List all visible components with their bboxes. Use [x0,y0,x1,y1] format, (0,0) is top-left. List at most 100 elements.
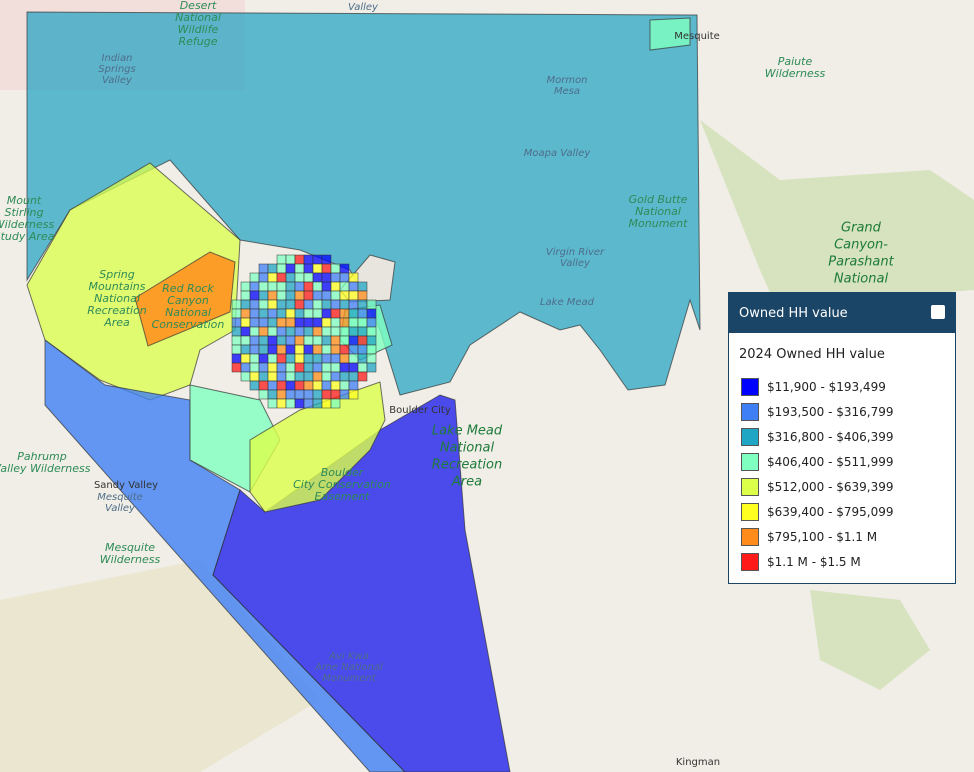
tract [240,344,251,355]
tract [321,272,332,283]
tract [294,254,305,265]
tract [330,263,341,274]
place-label: Indian [102,53,133,64]
tract [312,353,323,364]
tract [312,317,323,328]
place-label: Canyon- [834,238,888,253]
place-label: Study Area [0,230,55,243]
tract [339,299,350,310]
tract [366,335,377,346]
tract [249,335,260,346]
tract [294,335,305,346]
tract [240,335,251,346]
tract [276,344,287,355]
tract [312,362,323,373]
tract [276,335,287,346]
place-label: Virgin River [546,247,605,258]
tract [249,299,260,310]
legend-swatch [741,452,759,471]
legend-item: $11,900 - $193,499 [729,374,955,399]
tract [249,344,260,355]
tract [312,389,323,400]
place-label: Stirling [5,206,44,219]
tract [321,353,332,364]
legend-swatch [741,402,759,421]
place-label: Grand [841,221,882,236]
tract [231,335,242,346]
tract [285,254,296,265]
tract [276,290,287,301]
place-label: Boulder [321,466,365,479]
tract [366,344,377,355]
tract [276,254,287,265]
tract [285,281,296,292]
tract [330,362,341,373]
tract [330,281,341,292]
tract [348,389,359,400]
legend-swatch [741,377,759,396]
close-button[interactable] [931,305,945,319]
place-label: Avi Kwa [328,651,369,662]
legend-label: $316,800 - $406,399 [767,429,894,444]
tract [357,326,368,337]
legend-swatch [741,477,759,496]
place-label: Valley [102,75,133,86]
tract [312,344,323,355]
tract [258,263,269,274]
tract [285,371,296,382]
tract [303,317,314,328]
place-label: Easement [315,490,371,503]
tract [348,344,359,355]
tract [276,308,287,319]
tract [321,317,332,328]
tract [267,326,278,337]
tract [294,317,305,328]
tract [303,308,314,319]
tract [312,371,323,382]
tract [348,281,359,292]
tract [240,290,251,301]
tract [348,308,359,319]
tract [285,308,296,319]
tract [330,290,341,301]
place-label: Mormon [546,75,587,86]
tract [231,299,242,310]
place-label: Springs [98,64,135,75]
tract [294,272,305,283]
tract [258,317,269,328]
tract [321,326,332,337]
tract [366,353,377,364]
tract [339,272,350,283]
tract [240,326,251,337]
tract [276,263,287,274]
tract [348,380,359,391]
tract [321,263,332,274]
tract [348,362,359,373]
legend-label: $1.1 M - $1.5 M [767,554,861,569]
tract [303,326,314,337]
tract [267,290,278,301]
tract [303,362,314,373]
tract [294,290,305,301]
tract [357,308,368,319]
tract [339,335,350,346]
tract [321,281,332,292]
place-label: Pahrump [17,450,67,463]
tract [312,272,323,283]
place-label: Monument [322,673,377,684]
tract [339,317,350,328]
tract [285,335,296,346]
tract [339,281,350,292]
place-label: Valley [348,2,379,13]
tract [276,389,287,400]
tract [249,290,260,301]
legend-item: $1.1 M - $1.5 M [729,549,955,574]
tract [276,380,287,391]
tract [240,308,251,319]
tract [303,272,314,283]
tract [294,326,305,337]
tract [267,272,278,283]
place-label: Mesquite [105,541,155,554]
tract [330,317,341,328]
